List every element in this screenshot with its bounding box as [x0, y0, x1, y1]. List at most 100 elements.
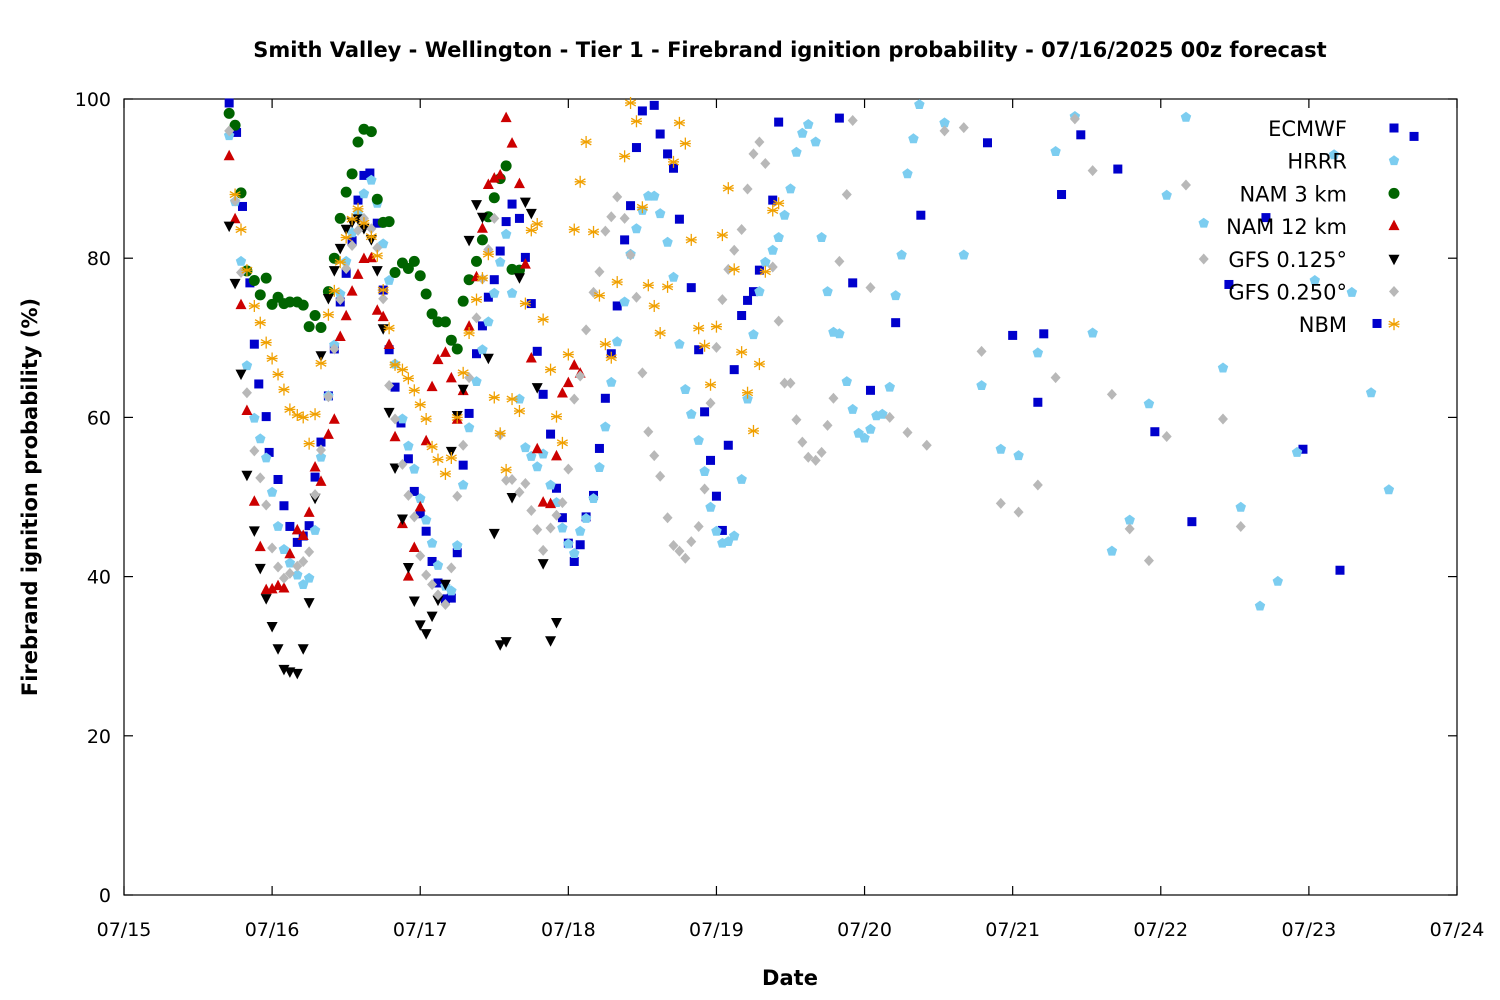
data-point: [261, 499, 272, 511]
data-point: [390, 382, 400, 392]
data-point: [500, 637, 512, 648]
data-point: [284, 557, 296, 568]
series-gfs-0-125-: [223, 197, 562, 680]
data-point: [260, 594, 272, 605]
data-point: [463, 274, 475, 286]
data-point: [619, 212, 630, 224]
data-point: [1298, 444, 1308, 454]
data-point: [1372, 318, 1382, 328]
data-point: [414, 500, 426, 512]
data-point: [500, 463, 512, 476]
data-point: [619, 150, 631, 163]
data-point: [494, 168, 506, 180]
data-point: [531, 217, 543, 230]
data-point: [488, 528, 500, 540]
data-point: [729, 365, 739, 375]
data-point: [600, 421, 611, 432]
data-point: [440, 594, 450, 604]
data-point: [594, 266, 605, 278]
data-point: [249, 339, 259, 349]
data-point: [273, 561, 284, 573]
data-point: [409, 486, 419, 496]
data-point: [779, 377, 790, 389]
data-point: [340, 186, 352, 198]
data-point: [396, 514, 408, 525]
data-point: [674, 214, 684, 224]
data-point: [384, 380, 395, 392]
y-axis-label: Firebrand ignition probability (%): [18, 298, 42, 696]
data-point: [532, 524, 543, 536]
data-point: [426, 537, 438, 548]
data-point: [235, 369, 247, 381]
data-point: [625, 96, 637, 109]
data-point: [432, 560, 444, 570]
data-point: [717, 525, 727, 535]
data-point: [612, 336, 623, 347]
data-point: [472, 349, 482, 359]
data-point: [754, 136, 765, 148]
data-point: [1198, 253, 1209, 265]
data-point: [358, 217, 370, 230]
data-point: [323, 391, 334, 403]
data-point: [346, 213, 358, 226]
legend-label: GFS 0.125°: [1228, 248, 1347, 272]
data-point: [767, 261, 778, 273]
data-point: [426, 440, 438, 453]
data-point: [742, 183, 753, 195]
data-point: [371, 193, 383, 205]
data-point: [494, 427, 506, 440]
data-point: [1124, 523, 1135, 535]
data-point: [501, 474, 512, 486]
data-point: [1409, 131, 1419, 141]
data-point: [834, 328, 845, 339]
data-point: [736, 346, 748, 359]
data-point: [452, 548, 462, 558]
data-point: [736, 474, 747, 484]
data-point: [667, 155, 680, 168]
data-point: [551, 483, 561, 493]
data-point: [513, 273, 525, 284]
data-point: [315, 321, 327, 333]
data-point: [519, 297, 531, 310]
data-point: [958, 249, 969, 260]
data-point: [278, 572, 289, 584]
data-point: [415, 509, 425, 519]
data-point: [328, 284, 340, 297]
legend-marker: [1389, 286, 1399, 297]
data-point: [663, 149, 673, 159]
data-point: [551, 509, 562, 521]
data-point: [1291, 446, 1303, 457]
x-axis-label: Date: [762, 966, 818, 990]
data-point: [402, 563, 414, 574]
data-point: [341, 263, 352, 275]
data-point: [648, 299, 660, 312]
data-point: [779, 209, 790, 220]
data-point: [519, 258, 531, 269]
data-point: [1272, 575, 1283, 586]
data-point: [439, 346, 451, 357]
series-nam-12-km: [223, 111, 586, 595]
data-point: [754, 286, 765, 297]
data-point: [1346, 286, 1358, 297]
data-point: [315, 351, 327, 362]
data-point: [599, 338, 611, 351]
data-point: [557, 513, 567, 523]
data-point: [649, 190, 660, 201]
data-point: [378, 293, 389, 305]
data-point: [1087, 165, 1098, 177]
data-point: [908, 133, 919, 144]
data-point: [414, 398, 426, 411]
data-point: [914, 99, 925, 109]
data-point: [1013, 450, 1024, 461]
data-point: [729, 530, 740, 541]
data-point: [408, 384, 420, 397]
legend-marker: [1388, 187, 1400, 199]
data-point: [389, 267, 401, 279]
data-point: [383, 322, 395, 335]
data-point: [267, 542, 278, 554]
data-point: [637, 106, 647, 116]
data-point: [575, 525, 586, 536]
data-point: [322, 428, 334, 439]
data-point: [594, 443, 604, 453]
